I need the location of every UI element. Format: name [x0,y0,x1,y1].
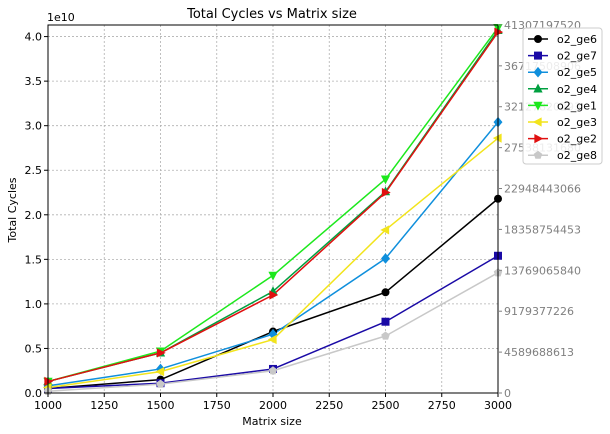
y-tick-label: 3.0 [25,120,43,133]
legend-label-o2_ge7: o2_ge7 [557,50,597,63]
x-tick-label: 2000 [259,399,287,412]
x-tick-label: 2750 [428,399,456,412]
secondary-y-tick-label: 13769065840 [504,264,581,277]
data-point-o2_ge5 [381,253,390,264]
x-axis-label: Matrix size [242,415,302,428]
legend-marker-o2_ge3 [532,117,542,127]
x-tick-label: 3000 [484,399,512,412]
data-point-o2_ge3 [155,366,165,377]
data-point-o2_ge1 [268,271,278,281]
data-point-o2_ge2 [381,187,391,198]
secondary-y-tick-label: 22948443066 [504,183,581,196]
y-tick-label: 1.5 [25,253,43,266]
x-tick-label: 2250 [315,399,343,412]
data-point-o2_ge8 [381,331,390,340]
data-point-o2_ge2 [156,348,166,358]
legend-label-o2_ge4: o2_ge4 [557,83,597,96]
data-point-o2_ge1 [380,175,391,185]
data-point-o2_ge7 [381,317,390,326]
data-point-o2_ge2 [44,376,54,387]
chart-title: Total Cycles vs Matrix size [186,7,357,22]
data-point-o2_ge3 [380,225,390,235]
data-point-o2_ge3 [492,133,502,143]
legend-label-o2_ge2: o2_ge2 [557,133,597,146]
y-tick-label: 0.0 [25,387,43,400]
legend-marker-o2_ge1 [533,101,543,111]
y-tick-label: 1.0 [25,298,43,311]
legend-marker-o2_ge2 [534,133,544,144]
legend-label-o2_ge1: o2_ge1 [557,99,597,112]
data-point-o2_ge8 [268,366,278,375]
x-axis-ticks: 1000 1250 1500 1750 2000 2250 2500 2750 3000 [34,393,512,412]
secondary-y-tick-label: 9179377226 [504,305,574,318]
data-point-o2_ge2 [269,290,279,300]
data-point-o2_ge8 [156,379,165,388]
secondary-y-tick-label: 18358754453 [504,223,581,236]
y-tick-label: 2.5 [25,164,43,177]
x-tick-label: 1000 [34,399,62,412]
y-tick-label: 0.5 [25,342,43,355]
data-point-o2_ge6 [381,288,390,297]
x-tick-label: 1750 [203,399,231,412]
secondary-y-tick-label: 4589688613 [504,346,574,359]
legend-marker-o2_ge5 [533,66,543,78]
legend-marker-o2_ge8 [533,150,543,159]
legend-marker-o2_ge4 [533,83,543,93]
y-axis-offset-label: 1e10 [47,11,75,24]
x-tick-label: 1250 [90,399,118,412]
x-tick-label: 2500 [372,399,400,412]
data-point-o2_ge3 [267,334,277,345]
legend-label-o2_ge5: o2_ge5 [557,66,597,79]
y-tick-label: 2.0 [25,209,43,222]
legend-label-o2_ge8: o2_ge8 [557,149,597,162]
y-tick-label: 4.0 [25,31,43,44]
data-point-o2_ge2 [494,27,504,37]
y-axis-label: Total Cycles [6,177,19,243]
legend: o2_ge6 o2_ge7 o2_ge5 o2_ge4 o2_ge1 o2_ge3 o2_g… [522,27,603,165]
legend-frame [522,27,603,165]
legend-label-o2_ge6: o2_ge6 [557,33,597,46]
y-tick-label: 3.5 [25,75,43,88]
legend-marker-o2_ge7 [534,51,543,60]
x-tick-label: 1500 [147,399,175,412]
legend-marker-o2_ge6 [534,35,543,44]
legend-label-o2_ge3: o2_ge3 [557,116,597,129]
secondary-y-tick-label: 0 [504,387,511,400]
y-axis-ticks: 0.0 0.5 1.0 1.5 2.0 2.5 3.0 3.5 4.0 [25,31,48,400]
